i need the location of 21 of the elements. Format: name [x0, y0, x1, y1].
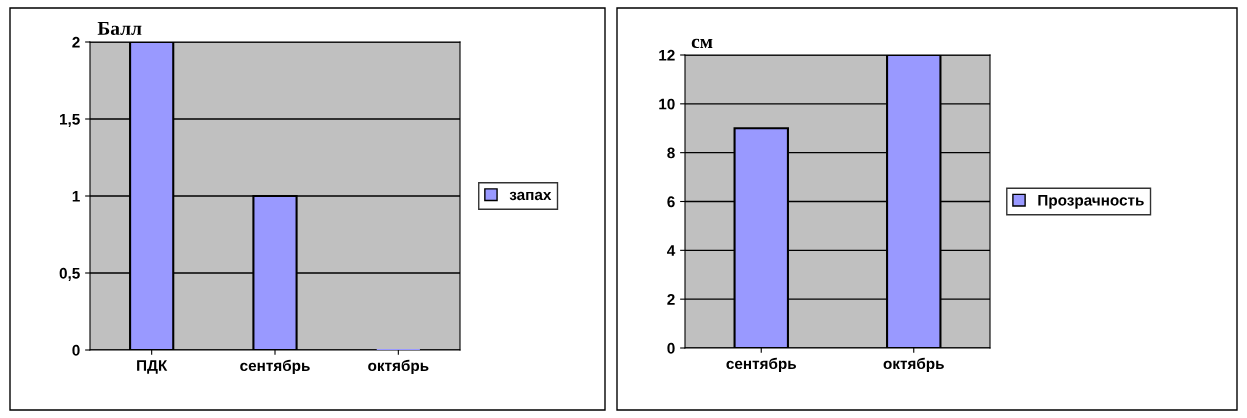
legend-label: Прозрачность — [1038, 194, 1144, 209]
y-axis-title: см — [691, 38, 713, 49]
y-tick-label: 0,5 — [59, 267, 80, 281]
y-tick-label: 0 — [667, 342, 675, 354]
x-tick-label: ПДК — [137, 360, 168, 374]
x-tick-label: октябрь — [368, 359, 429, 375]
y-tick-label: 10 — [659, 98, 675, 110]
y-tick-label: 2 — [667, 294, 675, 305]
x-tick-label: сентябрь — [240, 359, 310, 375]
y-tick-label: 4 — [667, 245, 676, 256]
y-tick-label: 1 — [72, 191, 80, 202]
x-tick-label: октябрь — [883, 357, 944, 373]
y-tick-label: 1,5 — [60, 114, 80, 127]
y-tick-label: 6 — [667, 196, 675, 208]
y-tick-label: 8 — [667, 147, 675, 159]
y-axis-title: Балл — [97, 22, 142, 35]
legend-label: запах — [509, 191, 552, 201]
y-tick-label: 0 — [72, 344, 80, 356]
y-tick-label: 12 — [659, 49, 675, 61]
x-tick-label: сентябрь — [726, 357, 797, 373]
y-tick-label: 2 — [72, 36, 80, 48]
